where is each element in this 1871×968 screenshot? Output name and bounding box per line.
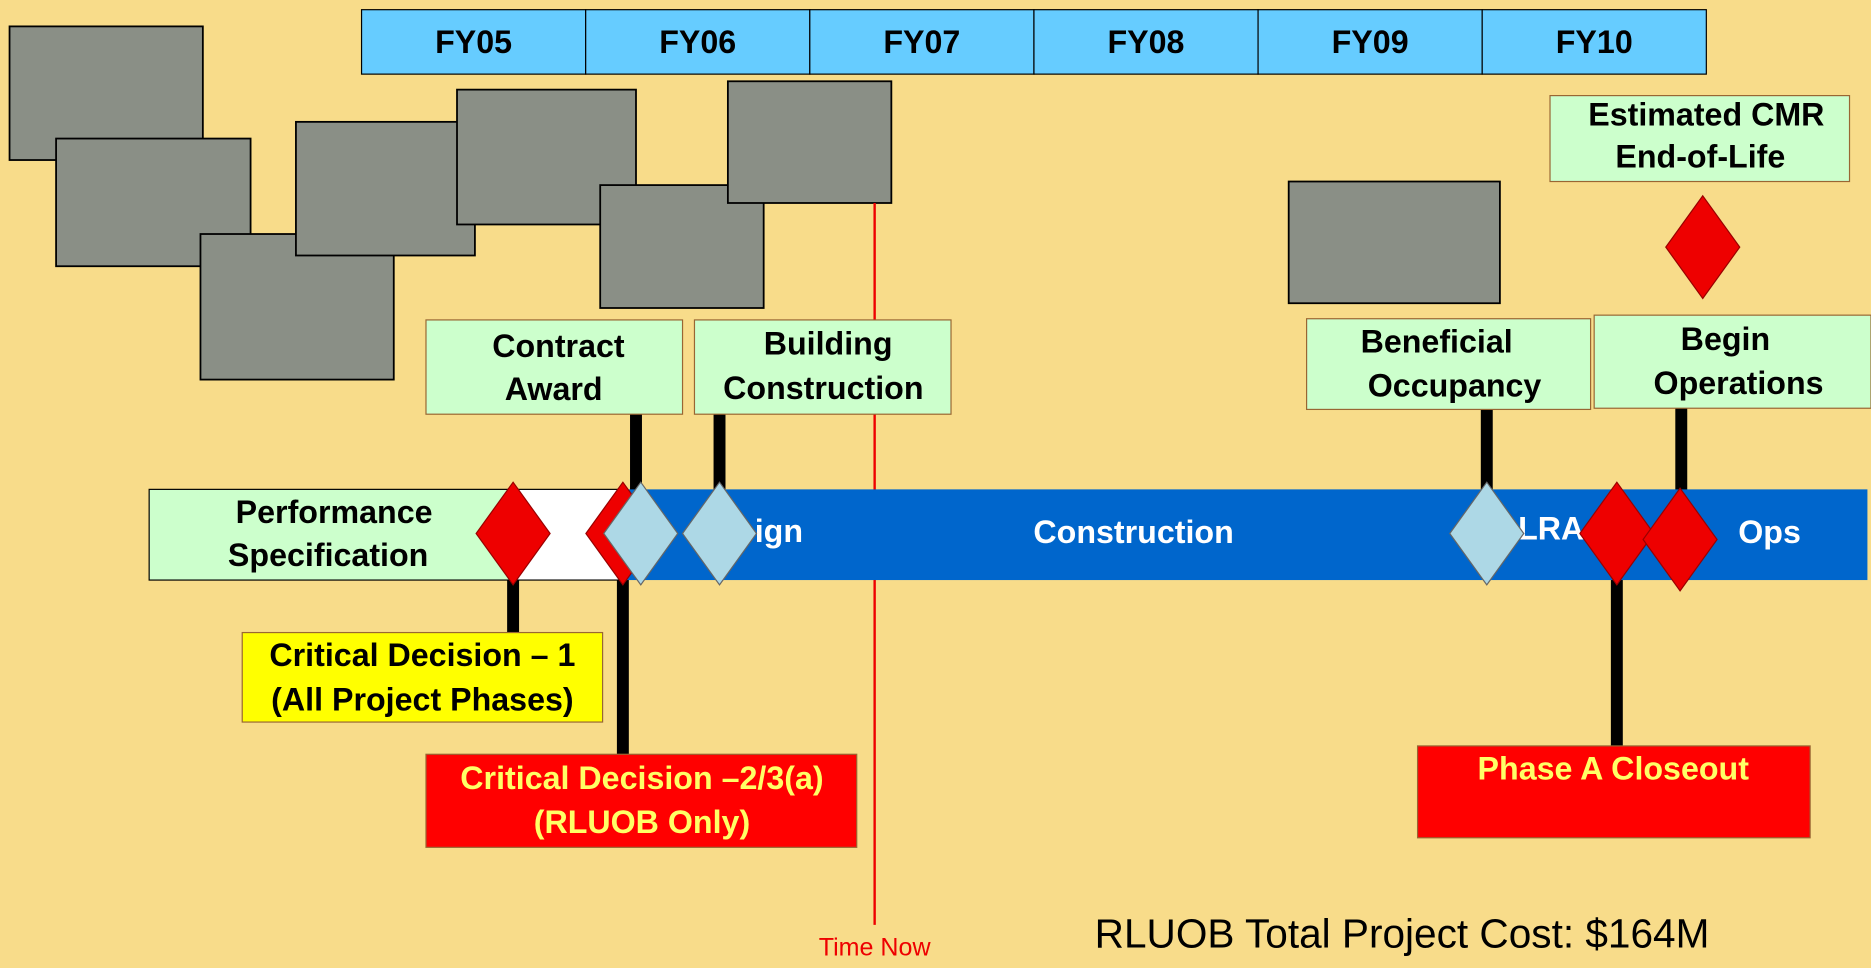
milestone-label: Occupancy <box>1368 367 1542 403</box>
milestone-label: Award <box>505 371 603 407</box>
milestone-label: Estimated CMR <box>1588 97 1824 133</box>
fiscal-year-header: FY05 FY06 FY07 FY08 FY09 FY10 <box>362 10 1707 74</box>
phase-label: Construction <box>1033 514 1233 550</box>
decision-label: (RLUOB Only) <box>534 804 750 840</box>
fiscal-year-label: FY08 <box>1108 24 1185 60</box>
milestone-label: Beneficial <box>1361 323 1513 359</box>
decision-label: Critical Decision – 1 <box>269 637 575 673</box>
fiscal-year-label: FY06 <box>659 24 736 60</box>
fiscal-year-label: FY05 <box>435 24 512 60</box>
time-now-label: Time Now <box>819 933 932 961</box>
photo <box>728 81 891 203</box>
phase-label: Ops <box>1738 514 1801 550</box>
milestone-label: Construction <box>723 370 923 406</box>
milestone-label: Building <box>764 326 893 362</box>
timeline-slide: FY05 FY06 FY07 FY08 FY09 FY10 Time Now Perfor… <box>0 0 1871 968</box>
closeout-label: Phase A Closeout <box>1478 750 1750 786</box>
photo <box>296 122 475 256</box>
decision-label: (All Project Phases) <box>271 681 573 717</box>
phase-label: Performance <box>236 494 433 530</box>
fiscal-year-label: FY10 <box>1556 24 1633 60</box>
milestone-label: Operations <box>1654 365 1824 401</box>
milestone-label: Begin <box>1681 321 1770 357</box>
phase-label: Specification <box>228 537 428 573</box>
milestone-label: End-of-Life <box>1615 138 1785 174</box>
building-rendering <box>1289 182 1500 304</box>
total-cost: RLUOB Total Project Cost: $164M <box>1095 911 1710 957</box>
fiscal-year-label: FY09 <box>1332 24 1409 60</box>
decision-label: Critical Decision –2/3(a) <box>460 760 823 796</box>
milestone-label: Contract <box>492 328 625 364</box>
phase-label: LRA <box>1518 511 1584 547</box>
fiscal-year-label: FY07 <box>883 24 960 60</box>
